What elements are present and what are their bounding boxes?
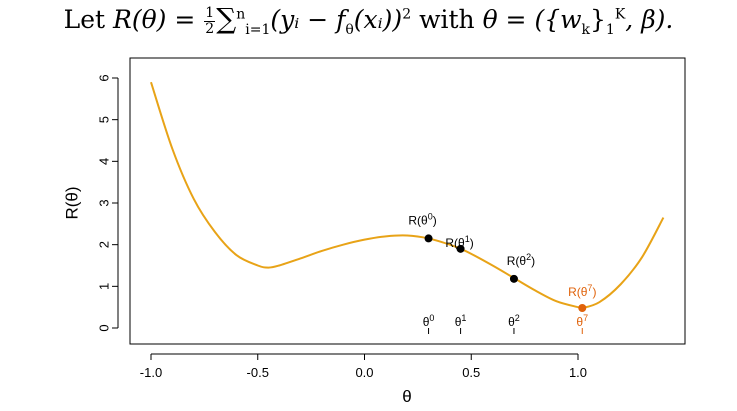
- iterate-point-2: [509, 274, 518, 283]
- point-label-2: R(θ2): [507, 252, 535, 268]
- sum-sign: ∑: [216, 2, 237, 35]
- w-subscript: k: [581, 22, 590, 38]
- theta-label-0: θ0: [423, 313, 435, 329]
- sum-lower: i=1: [245, 22, 271, 38]
- sum-upper: n: [236, 6, 246, 23]
- square-exponent: 2: [402, 6, 412, 23]
- formula-lhs: R(θ) =: [113, 5, 196, 34]
- x-tick-label: -1.0: [140, 365, 162, 380]
- formula-title: Let R(θ) = 1 2 ∑ni=1(yᵢ − fθ(xᵢ))2 with θ …: [0, 2, 737, 38]
- y-tick-label: 2: [97, 241, 112, 248]
- fraction-numerator: 1: [204, 5, 216, 22]
- formula-lead: Let: [63, 5, 106, 34]
- x-axis-title: θ: [402, 387, 411, 406]
- y-axis-title: R(θ): [63, 186, 82, 219]
- f-subscript: θ: [345, 22, 354, 38]
- iterate-point-0: [424, 234, 433, 243]
- chart-axes: -1.0 -0.5 0.0 0.5 1.0 0 1 2 3 4 5 6 θ R(θ): [63, 57, 686, 406]
- y-tick-label: 6: [97, 74, 112, 81]
- plot-frame: [129, 57, 686, 345]
- brace-lower: 1: [605, 22, 615, 38]
- chart-marks: R(θ0) θ0 R(θ1) θ1 R(θ2) θ2 R(θ7) θ7: [150, 81, 665, 334]
- brace-upper: K: [614, 6, 626, 23]
- formula-theta-def: θ = ({w: [482, 5, 582, 34]
- y-tick-label: 5: [97, 116, 112, 123]
- formula-with: with: [419, 5, 475, 34]
- iterate-point-1: [456, 244, 465, 253]
- formula-term: (yᵢ − f: [270, 5, 346, 34]
- x-tick-label: -0.5: [247, 365, 269, 380]
- theta-label-1: θ1: [455, 313, 467, 329]
- theta-label-7: θ7: [576, 313, 588, 329]
- formula-beta: , β).: [625, 5, 674, 34]
- fraction-denominator: 2: [205, 21, 215, 37]
- theta-label-2: θ2: [508, 313, 520, 329]
- x-tick-label: 0.0: [355, 365, 373, 380]
- iterate-point-7: [578, 304, 587, 312]
- formula-brace: }: [590, 5, 606, 34]
- y-tick-label: 4: [97, 158, 112, 165]
- point-label-7: R(θ7): [568, 283, 596, 299]
- formula-term2: (xᵢ)): [353, 5, 403, 34]
- y-tick-label: 1: [97, 283, 112, 290]
- point-label-1: R(θ1): [445, 234, 473, 250]
- risk-curve-line: [150, 81, 665, 310]
- point-label-0: R(θ0): [408, 211, 436, 227]
- x-tick-label: 0.5: [462, 365, 480, 380]
- y-tick-label: 0: [97, 324, 112, 331]
- y-tick-label: 3: [97, 199, 112, 206]
- x-tick-label: 1.0: [569, 365, 587, 380]
